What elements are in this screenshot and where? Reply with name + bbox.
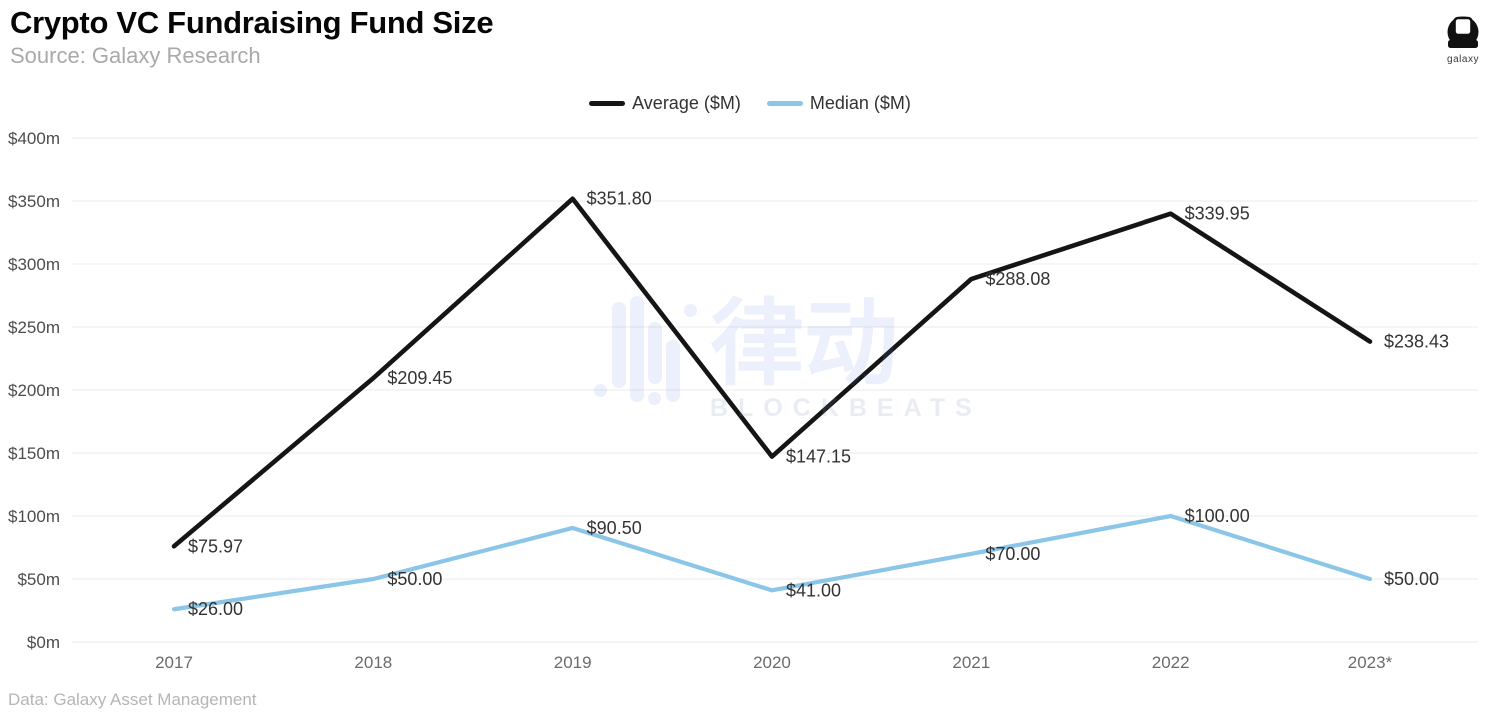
y-axis-tick-label: $350m xyxy=(8,192,60,211)
x-axis-tick-label: 2017 xyxy=(155,653,193,672)
legend-item-average: Average ($M) xyxy=(589,93,741,114)
data-label-average-2023: $238.43 xyxy=(1384,332,1449,352)
series-line-average xyxy=(171,196,1373,549)
y-axis-tick-label: $50m xyxy=(17,570,60,589)
legend-item-median: Median ($M) xyxy=(766,93,911,114)
chart-header: Crypto VC Fundraising Fund Size Source: … xyxy=(10,4,494,69)
y-axis-tick-label: $0m xyxy=(27,633,60,652)
galaxy-logo-label: galaxy xyxy=(1447,54,1479,65)
y-axis-tick-label: $400m xyxy=(8,129,60,148)
data-label-average-2018: $209.45 xyxy=(387,368,452,388)
x-axis-tick-label: 2018 xyxy=(354,653,392,672)
series-line-median xyxy=(171,513,1373,612)
legend-label: Median ($M) xyxy=(809,93,911,113)
source-subtitle: Source: Galaxy Research xyxy=(10,43,261,68)
data-label-median-2020: $41.00 xyxy=(786,580,841,600)
data-source-note: Data: Galaxy Asset Management xyxy=(8,690,257,709)
data-label-median-2018: $50.00 xyxy=(387,569,442,589)
x-axis-tick-label: 2022 xyxy=(1152,653,1190,672)
data-label-average-2017: $75.97 xyxy=(188,536,243,556)
x-axis-tick-label: 2021 xyxy=(952,653,990,672)
median-line-swatch xyxy=(766,101,803,106)
y-axis-tick-label: $100m xyxy=(8,507,60,526)
galaxy-logo: galaxy xyxy=(1436,13,1490,65)
data-label-median-2022: $100.00 xyxy=(1185,506,1250,526)
x-axis-tick-label: 2020 xyxy=(753,653,791,672)
y-axis-tick-label: $150m xyxy=(8,444,60,463)
average-line-swatch xyxy=(589,101,626,106)
page-title: Crypto VC Fundraising Fund Size xyxy=(10,5,494,40)
data-label-average-2021: $288.08 xyxy=(985,269,1050,289)
y-axis-tick-label: $200m xyxy=(8,381,60,400)
x-axis-tick-label: 2023* xyxy=(1348,653,1393,672)
data-label-median-2017: $26.00 xyxy=(188,599,243,619)
x-axis-tick-label: 2019 xyxy=(554,653,592,672)
data-label-average-2020: $147.15 xyxy=(786,447,851,467)
legend-label: Average ($M) xyxy=(632,93,741,113)
data-label-average-2022: $339.95 xyxy=(1185,204,1250,224)
data-label-average-2019: $351.80 xyxy=(587,189,652,209)
data-label-median-2021: $70.00 xyxy=(985,544,1040,564)
y-axis-tick-label: $250m xyxy=(8,318,60,337)
galaxy-helmet-icon xyxy=(1447,16,1479,48)
chart-legend: Average ($M) Median ($M) xyxy=(0,93,1500,114)
data-label-median-2023: $50.00 xyxy=(1384,569,1439,589)
data-label-median-2019: $90.50 xyxy=(587,518,642,538)
y-axis-tick-label: $300m xyxy=(8,255,60,274)
